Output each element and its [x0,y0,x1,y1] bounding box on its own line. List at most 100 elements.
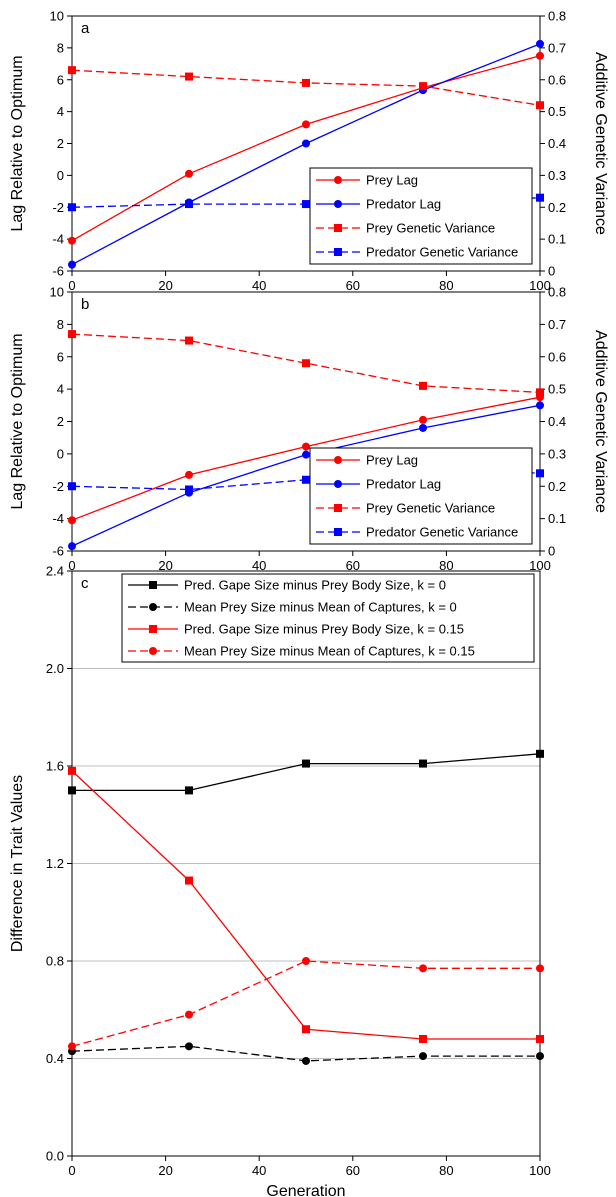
series-2 [68,766,544,1043]
y2-tick-label: 0.8 [548,9,566,24]
legend-label: Prey Lag [366,453,418,468]
y2-tick-label: 0 [548,264,555,279]
data-point [419,1035,427,1043]
data-point [185,336,193,345]
data-point [419,964,427,973]
data-point [536,401,544,410]
data-point [302,359,310,368]
y-tick-label: 1.6 [46,759,64,774]
y-tick-label: -4 [52,232,64,247]
legend-label: Prey Lag [366,173,418,188]
x-tick-label: 0 [68,1163,75,1178]
y2-tick-label: 0.5 [548,104,566,119]
series-0 [68,749,544,795]
data-point [68,516,76,525]
data-point [302,120,310,129]
y-tick-label: 0 [57,446,64,461]
x-tick-label: 100 [529,1163,551,1178]
data-point [419,759,427,768]
y2-tick-label: 0.2 [548,479,566,494]
x-tick-label: 40 [252,278,266,293]
series-line [71,333,541,394]
y2-tick-label: 0.3 [548,446,566,461]
panel-label: c [81,575,89,592]
panel-label: b [81,296,89,313]
legend: Prey Lag Predator Lag Prey Genetic Varianc… [309,167,533,265]
y2-tick-label: 0.4 [548,414,566,429]
y-axis-title: Lag Relative to Optimum [9,55,26,231]
x-tick-label: 60 [346,558,360,573]
legend-label: Predator Lag [366,197,441,212]
x-tick-label: 80 [439,278,453,293]
legend-label: Predator Lag [366,477,441,492]
legend-swatch-marker [149,647,157,655]
data-point [185,470,193,479]
y2-tick-label: 0.5 [548,382,566,397]
legend-box [121,573,535,663]
legend-swatch-marker [334,456,342,464]
y-tick-label: 0.4 [46,1051,64,1066]
data-point [419,82,427,91]
data-point [185,485,193,494]
data-point [68,766,76,775]
x-tick-label: 100 [529,558,551,573]
x-tick-label: 20 [158,1163,172,1178]
y-tick-label: 4 [57,382,64,397]
y-axis-title: Difference in Trait Values [9,775,26,952]
x-tick-label: 40 [252,1163,266,1178]
legend-label: Mean Prey Size minus Mean of Captures, k… [184,644,475,659]
y-tick-label: 8 [57,40,64,55]
legend-label: Prey Genetic Variance [366,501,495,516]
data-point [68,542,76,551]
x-tick-label: 60 [346,1163,360,1178]
y2-tick-label: 0.3 [548,168,566,183]
y-tick-label: -6 [52,544,64,559]
data-point [419,415,427,424]
series-3 [68,957,544,1051]
data-point [302,139,310,148]
data-point [302,1025,310,1034]
data-point [68,330,76,339]
x-tick-label: 80 [439,1163,453,1178]
legend-swatch-marker [334,504,342,512]
y-tick-label: 6 [57,72,64,87]
y2-axis-title: Additive Genetic Variance [592,330,609,513]
y-tick-label: 2.0 [46,661,64,676]
legend-swatch-marker [149,581,157,589]
data-point [302,442,310,451]
data-point [536,193,544,202]
series-0 [68,393,544,525]
y2-tick-label: 0.1 [548,511,566,526]
data-point [302,200,310,209]
x-tick-label: 20 [158,558,172,573]
data-point [68,786,76,795]
data-point [185,72,193,81]
series-line [71,960,540,1047]
data-point [536,51,544,60]
data-point [419,381,427,390]
data-point [185,200,193,209]
legend-label: Prey Genetic Variance [366,221,495,236]
legend-swatch-marker [334,176,342,184]
y-tick-label: -2 [52,200,64,215]
y-tick-label: 6 [57,349,64,364]
chart-panel-c: 0 20 40 60 80 100 0.0 0.4 0.8 1.2 1.6 2.0 2.4 Differe… [9,564,551,1197]
x-tick-label: 100 [529,278,551,293]
data-point [536,1035,544,1043]
data-point [185,1042,193,1051]
y-tick-label: 10 [50,285,64,300]
legend-box [309,167,533,265]
legend-label: Pred. Gape Size minus Prey Body Size, k … [184,578,446,593]
legend-swatch-marker [334,224,342,232]
data-point [68,236,76,245]
y-tick-label: 2 [57,136,64,151]
chart-panel-b: 0 20 40 60 80 100-6-4-2024681000.10.20.30.40.… [9,285,609,574]
legend-swatch-marker [149,603,157,611]
legend-box [309,447,533,545]
x-tick-label: 20 [158,278,172,293]
data-point [185,876,193,885]
data-point [302,1056,310,1065]
y2-tick-label: 0.1 [548,232,566,247]
series-2 [68,330,544,397]
